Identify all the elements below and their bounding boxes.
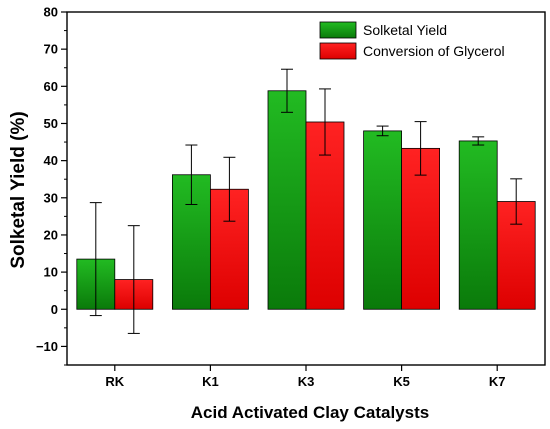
y-tick-label: 40 [44, 153, 58, 168]
error-bar-glycerol-conversion-k1 [223, 156, 236, 222]
plot-frame [66, 11, 546, 366]
error-bar-solketal-yield-k3 [281, 68, 293, 113]
error-bar-solketal-yield-rk [89, 202, 102, 317]
error-bar-glycerol-conversion-k7 [510, 178, 523, 225]
legend-swatch-solketal-yield [319, 21, 357, 39]
legend-label-solketal-yield: Solketal Yield [363, 22, 447, 38]
y-tick-label: 20 [44, 227, 58, 242]
x-tick-label-k7: K7 [489, 374, 506, 389]
error-bar-glycerol-conversion-k5 [414, 121, 427, 176]
y-tick-label: 60 [44, 79, 58, 94]
y-axis-title: Solketal Yield (%) [8, 111, 29, 268]
error-bar-solketal-yield-k7 [472, 136, 485, 146]
error-bar-glycerol-conversion-rk [127, 225, 140, 334]
legend-label-glycerol-conversion: Conversion of Glycerol [363, 43, 505, 59]
bar-solketal-yield-k5 [363, 130, 403, 310]
x-tick-label-k3: K3 [298, 374, 315, 389]
x-axis-title: Acid Activated Clay Catalysts [191, 403, 429, 422]
error-bar-glycerol-conversion-k3 [319, 88, 331, 156]
x-tick-label-k5: K5 [393, 374, 410, 389]
y-tick-label: −10 [36, 339, 58, 354]
error-bar-solketal-yield-k5 [376, 125, 389, 137]
y-tick-label: 0 [51, 302, 58, 317]
bar-solketal-yield-k3 [267, 90, 307, 310]
bar-solketal-yield-k7 [458, 140, 498, 310]
x-tick-label-rk: RK [105, 374, 124, 389]
legend-swatch-glycerol-conversion [319, 42, 357, 60]
y-tick-label: 80 [44, 5, 58, 20]
legend: Solketal Yield Conversion of Glycerol [319, 21, 505, 60]
x-tick-label-k1: K1 [202, 374, 219, 389]
y-tick-label: 70 [44, 42, 58, 57]
error-bar-solketal-yield-k1 [185, 144, 198, 205]
y-tick-label: 10 [44, 265, 58, 280]
y-tick-label: 30 [44, 190, 58, 205]
y-tick-label: 50 [44, 116, 58, 131]
